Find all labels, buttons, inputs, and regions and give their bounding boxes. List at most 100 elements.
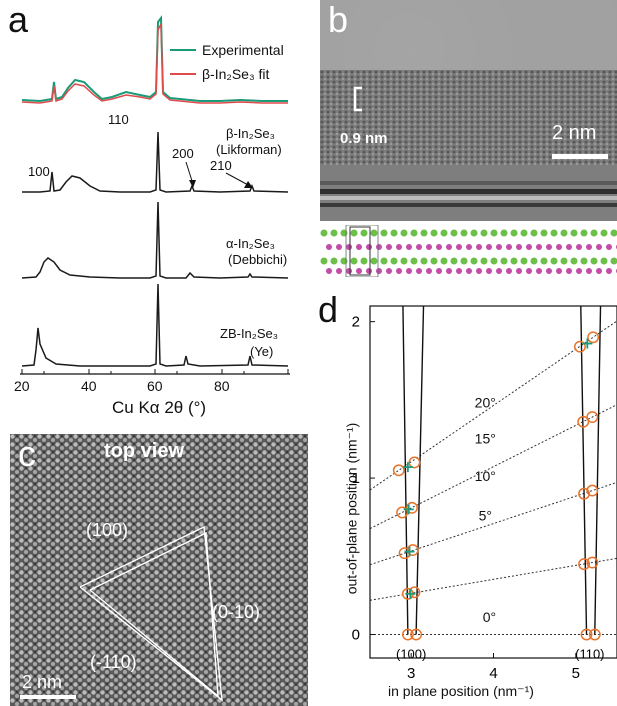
angle-label: 5° xyxy=(479,507,492,523)
ref-beta-name: β-In₂Se₃ xyxy=(226,126,275,141)
peak-200-arrowhead xyxy=(189,180,196,188)
angle-label: 20° xyxy=(475,395,496,411)
selenium-atom xyxy=(570,257,578,265)
data-point-circle xyxy=(586,484,599,497)
data-point-circle xyxy=(578,558,591,571)
data-point-circle xyxy=(408,456,421,469)
indium-atom xyxy=(356,244,362,250)
legend-experimental-label: Experimental xyxy=(202,42,284,58)
selenium-atom xyxy=(490,229,498,237)
selenium-atom xyxy=(540,229,548,237)
selenium-atom xyxy=(440,229,448,237)
selenium-atom xyxy=(550,257,558,265)
peak-label-100: 100 xyxy=(28,164,50,179)
selenium-atom xyxy=(580,257,588,265)
x-tick-label: 5 xyxy=(572,665,580,682)
selenium-atom xyxy=(320,257,328,265)
indium-atom xyxy=(406,244,412,250)
selenium-atom xyxy=(350,257,358,265)
selenium-atom xyxy=(450,257,458,265)
indium-atom xyxy=(496,244,502,250)
data-point-circle xyxy=(406,544,419,557)
indium-atom xyxy=(476,268,482,274)
selenium-atom xyxy=(590,257,598,265)
y-tick-label: 2 xyxy=(352,314,360,331)
indium-atom xyxy=(566,244,572,250)
indium-atom xyxy=(486,268,492,274)
peak-label-210: 210 xyxy=(210,158,232,173)
panel-b-letter: b xyxy=(328,0,349,40)
indium-atom xyxy=(606,268,612,274)
selenium-atom xyxy=(460,229,468,237)
selenium-atom xyxy=(450,229,458,237)
ref-alpha-name: α-In₂Se₃ xyxy=(226,236,275,251)
data-point-circle xyxy=(588,628,601,641)
selenium-atom xyxy=(390,257,398,265)
layer-spacing-bracket xyxy=(353,86,362,112)
panel-c-letter: c xyxy=(18,433,36,474)
ring-line-2 xyxy=(580,305,588,635)
peak-210-arrow xyxy=(225,172,251,187)
facet-label-m110: (-110) xyxy=(90,652,137,672)
indium-atom xyxy=(346,268,352,274)
facet-triangle-inner xyxy=(89,531,219,698)
ring-line-3 xyxy=(594,305,602,635)
data-point-circle xyxy=(574,340,586,353)
indium-atom xyxy=(596,268,602,274)
selenium-atom xyxy=(350,229,358,237)
angle-label: 15° xyxy=(475,431,496,447)
data-point-circle xyxy=(396,506,409,519)
selenium-atom xyxy=(500,257,508,265)
selenium-atom xyxy=(440,257,448,265)
panel-b-scale-bar-label: 2 nm xyxy=(552,122,597,144)
selenium-atom xyxy=(360,257,368,265)
indium-atom xyxy=(416,244,422,250)
x-tick-label: 3 xyxy=(407,665,415,682)
indium-atom xyxy=(526,244,532,250)
panel-b-scale-bar xyxy=(552,154,608,159)
unit-cell-box-outer xyxy=(345,225,379,277)
peak-label-200: 200 xyxy=(172,146,194,161)
indium-atom xyxy=(576,244,582,250)
selenium-atom xyxy=(560,229,568,237)
selenium-atom xyxy=(390,229,398,237)
selenium-atom xyxy=(330,229,338,237)
indium-atom xyxy=(606,244,612,250)
indium-atom xyxy=(476,244,482,250)
data-point-circle xyxy=(577,415,590,428)
panel-b-filtered-image xyxy=(320,165,617,221)
indium-atom xyxy=(386,244,392,250)
panel-d-plot: 3 4 5 0 1 2 20° 15° 10° 5° 0° (100) (110) xyxy=(352,305,617,682)
selenium-atom xyxy=(580,229,588,237)
unit-cell-box xyxy=(349,226,371,276)
facet-label-100: (100) xyxy=(86,520,129,540)
indium-atom xyxy=(526,268,532,274)
panel-a-x-axis-label: Cu Kα 2θ (°) xyxy=(112,398,207,417)
data-point-circle xyxy=(392,464,405,477)
selenium-atom xyxy=(480,257,488,265)
indium-atom xyxy=(346,244,352,250)
x-tick-label-20: 20 xyxy=(14,378,30,394)
indium-atom xyxy=(426,268,432,274)
indium-atom xyxy=(366,244,372,250)
beta-reference-trace xyxy=(22,131,289,193)
indium-atom xyxy=(586,244,592,250)
selenium-atom xyxy=(610,257,617,265)
indium-atom xyxy=(326,268,332,274)
indium-atom xyxy=(336,244,342,250)
indium-atom xyxy=(446,268,452,274)
data-point-circle xyxy=(408,586,421,599)
selenium-atom xyxy=(400,257,408,265)
panel-c-title: top view xyxy=(104,440,185,462)
indium-atom xyxy=(466,268,472,274)
indium-atom xyxy=(566,268,572,274)
selenium-atom xyxy=(500,229,508,237)
selenium-atom xyxy=(490,257,498,265)
indium-atom xyxy=(456,268,462,274)
x-tick-label-80: 80 xyxy=(214,378,230,394)
panel-b-lattice-texture xyxy=(320,0,617,165)
indium-atom xyxy=(546,268,552,274)
panel-b-atomic-model xyxy=(320,225,617,277)
selenium-atom xyxy=(400,229,408,237)
selenium-atom xyxy=(410,229,418,237)
